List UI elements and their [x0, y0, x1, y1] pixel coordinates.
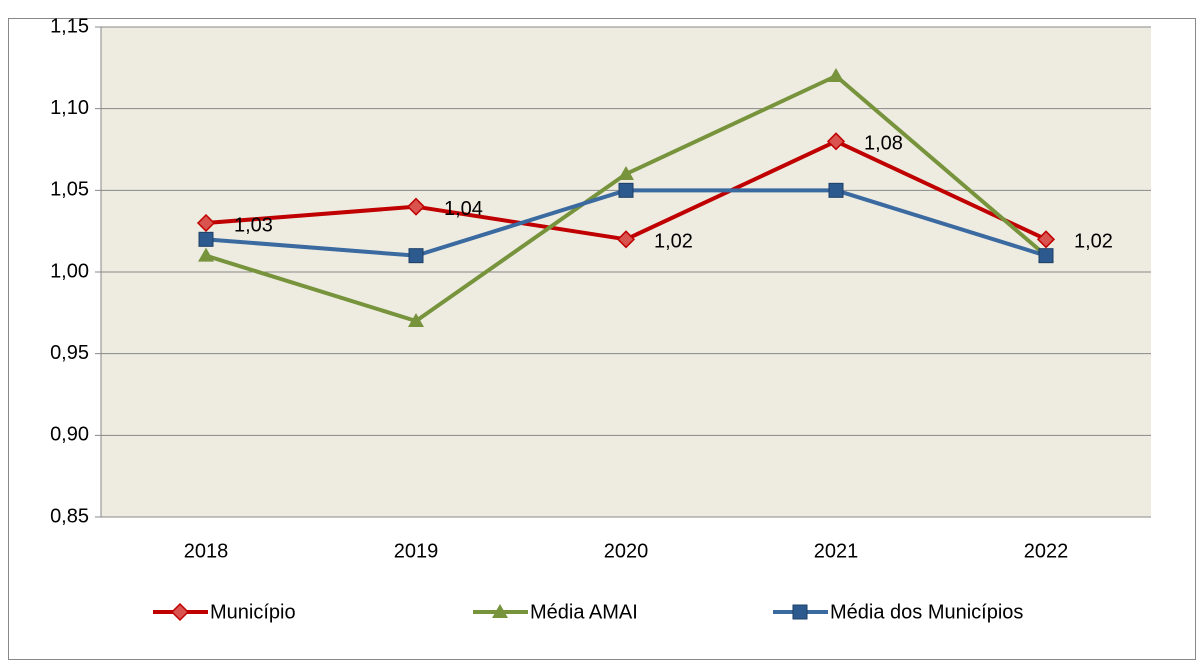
x-tick-label: 2021 [814, 540, 859, 562]
point-marker [618, 182, 634, 198]
point-marker [198, 247, 214, 262]
data-label: 1,03 [234, 214, 273, 236]
data-label: 1,04 [444, 198, 483, 220]
point-marker [616, 230, 636, 249]
point-marker [1036, 230, 1056, 249]
legend-label: Município [210, 601, 296, 623]
point-marker [198, 231, 214, 247]
point-marker [828, 182, 844, 198]
point-marker [408, 248, 424, 264]
point-marker [828, 68, 844, 82]
y-tick-label: 1,00 [50, 260, 89, 282]
y-tick-label: 0,90 [50, 424, 89, 446]
x-tick-label: 2022 [1024, 540, 1069, 562]
data-label: 1,02 [654, 231, 693, 253]
y-tick-label: 1,15 [50, 15, 89, 37]
legend-marker [170, 602, 190, 622]
point-marker [826, 132, 846, 151]
x-tick-label: 2018 [184, 540, 229, 562]
legend-label: Média AMAI [530, 601, 638, 623]
point-marker [618, 166, 634, 180]
data-label: 1,08 [864, 133, 903, 155]
point-marker [1038, 248, 1054, 264]
x-tick-label: 2019 [394, 540, 439, 562]
y-tick-label: 0,85 [50, 505, 89, 527]
data-label: 1,02 [1074, 231, 1113, 253]
y-tick-label: 1,10 [50, 97, 89, 119]
point-marker [196, 213, 216, 233]
x-tick-label: 2020 [604, 540, 649, 562]
point-marker [406, 197, 426, 216]
y-tick-label: 1,05 [50, 179, 89, 201]
y-tick-label: 0,95 [50, 342, 89, 364]
legend-label: Média dos Municípios [830, 601, 1023, 623]
legend-marker [792, 604, 808, 620]
point-marker [408, 313, 424, 327]
legend-marker [492, 604, 508, 618]
